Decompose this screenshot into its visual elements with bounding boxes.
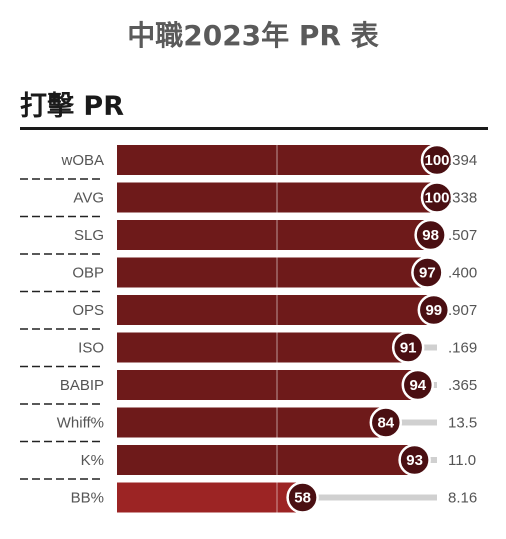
category-label: Whiff% xyxy=(57,415,104,432)
category-label: OPS xyxy=(72,302,104,319)
pr-badge xyxy=(391,331,425,364)
category-label: SLG xyxy=(74,227,104,244)
pr-value: 98 xyxy=(422,227,439,244)
stat-value: 8.16 xyxy=(448,490,477,507)
pr-badge xyxy=(286,481,319,514)
pr-value: 99 xyxy=(425,302,442,319)
pr-badge xyxy=(369,406,403,439)
pr-badge xyxy=(414,218,447,252)
pr-value: 100 xyxy=(424,152,449,169)
stat-value: 11.0 xyxy=(448,452,476,469)
stat-value: 13.5 xyxy=(448,415,477,432)
category-label: wOBA xyxy=(60,152,104,169)
pr-badge xyxy=(420,181,454,214)
pr-bar xyxy=(117,482,303,513)
stat-value: .338 xyxy=(448,190,477,207)
pr-value: 100 xyxy=(424,190,449,207)
stat-value: .400 xyxy=(448,265,477,282)
pr-bar xyxy=(117,145,437,175)
stat-value: .169 xyxy=(448,340,477,357)
pr-value: 91 xyxy=(400,340,417,357)
stat-value: .365 xyxy=(448,377,477,394)
category-label: ISO xyxy=(78,340,104,357)
pr-bar xyxy=(117,182,437,213)
category-label: OBP xyxy=(72,265,104,282)
category-label: K% xyxy=(81,452,104,469)
pr-bar xyxy=(117,370,418,400)
pr-badge xyxy=(420,143,454,177)
stat-value: .394 xyxy=(448,152,477,169)
pr-bar xyxy=(117,295,434,325)
stat-value: .507 xyxy=(448,227,477,244)
page-title: 中職2023年 PR 表 xyxy=(127,19,379,52)
stat-value: .907 xyxy=(448,302,477,319)
pr-bar xyxy=(117,257,428,288)
pr-value: 94 xyxy=(409,377,426,394)
pr-bar xyxy=(117,332,409,363)
pr-badge xyxy=(401,368,435,402)
pr-bar xyxy=(117,407,386,438)
pr-bar xyxy=(117,445,415,475)
pr-bar xyxy=(117,220,431,250)
pr-value: 58 xyxy=(294,490,311,507)
pr-value: 93 xyxy=(406,452,423,469)
pr-value: 84 xyxy=(377,415,394,432)
category-label: BB% xyxy=(71,490,104,507)
pr-badge xyxy=(417,293,451,327)
category-label: BABIP xyxy=(60,377,104,394)
pr-badge xyxy=(411,256,444,289)
pr-value: 97 xyxy=(419,265,436,282)
category-label: AVG xyxy=(73,190,104,207)
pr-badge xyxy=(398,443,431,477)
section-title: 打擊 PR xyxy=(20,91,124,122)
section-divider xyxy=(20,127,488,130)
